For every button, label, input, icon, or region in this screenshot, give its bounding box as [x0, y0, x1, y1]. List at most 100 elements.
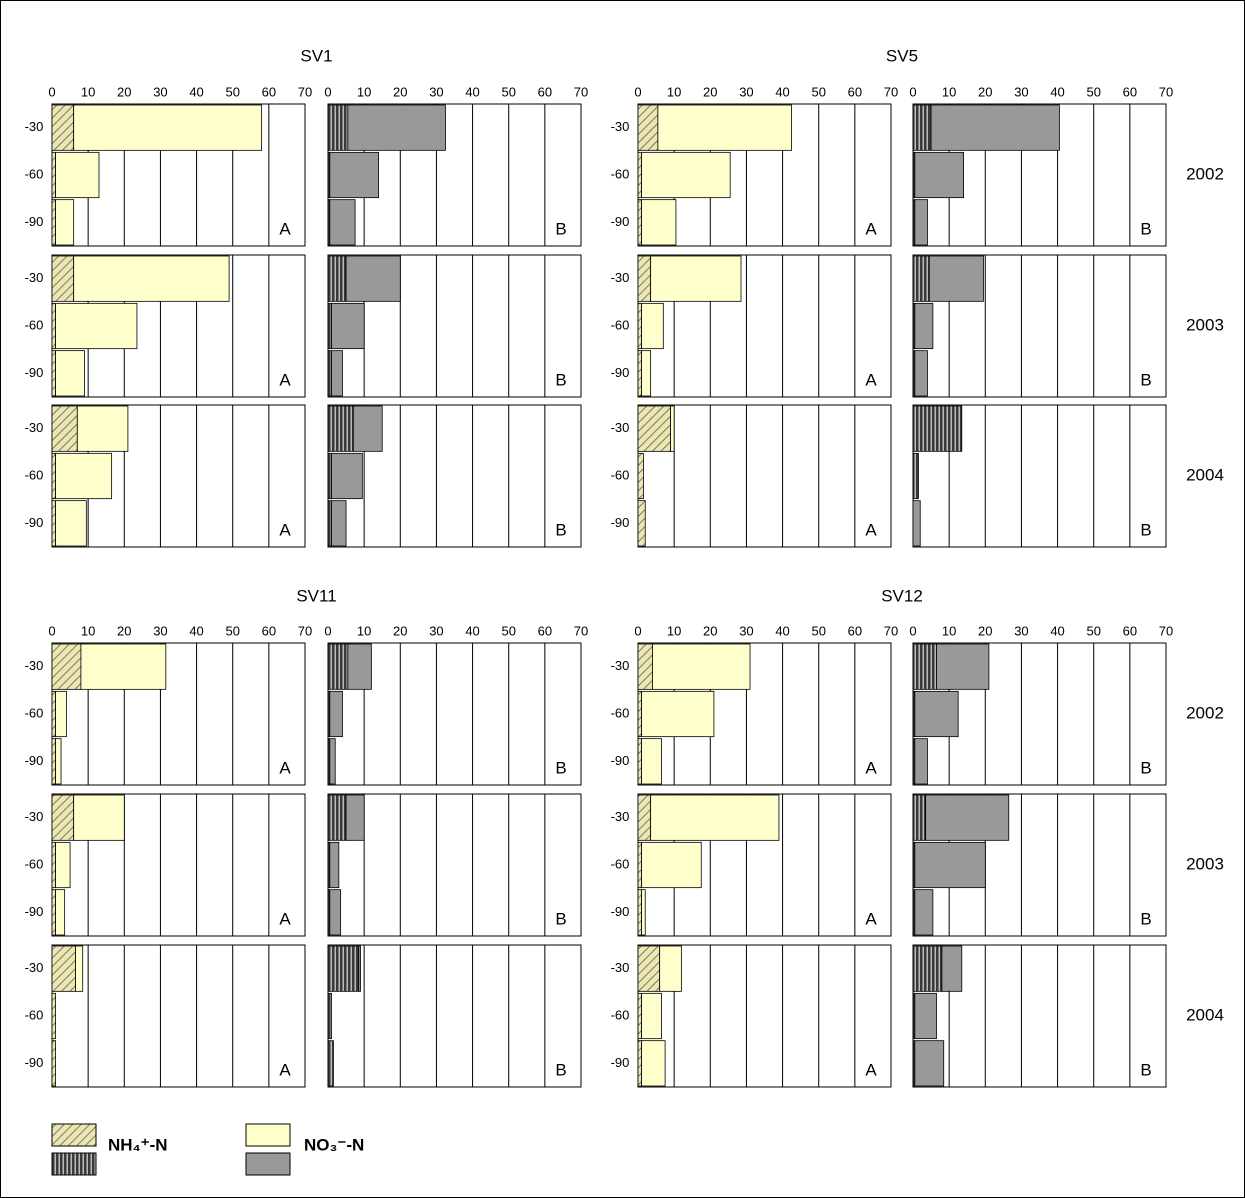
- y-tick-label: -90: [611, 904, 630, 919]
- x-tick-label: 50: [811, 623, 825, 638]
- x-tick-label: 40: [775, 623, 789, 638]
- x-tick-label: 70: [1159, 84, 1173, 99]
- x-tick-label: 20: [978, 623, 992, 638]
- bar: [670, 405, 675, 452]
- panel-label: B: [1140, 1060, 1151, 1079]
- bar: [652, 643, 751, 690]
- bar: [51, 405, 78, 452]
- bar: [51, 643, 82, 690]
- bar: [914, 151, 964, 199]
- y-tick-label: -30: [25, 270, 44, 285]
- y-tick-label: -60: [611, 856, 630, 871]
- bar: [637, 405, 671, 452]
- panel-label: B: [555, 758, 566, 777]
- x-tick-label: 40: [1050, 623, 1064, 638]
- y-tick-label: -90: [25, 1055, 44, 1070]
- x-tick-label: 70: [574, 84, 588, 99]
- bar: [641, 841, 702, 889]
- bar: [637, 302, 643, 350]
- bar: [329, 690, 343, 738]
- bar: [345, 794, 365, 841]
- bar: [51, 738, 57, 785]
- year-label: 2002: [1186, 164, 1224, 183]
- bar: [912, 452, 919, 500]
- y-tick-label: -30: [611, 119, 630, 134]
- x-tick-label: 60: [848, 623, 862, 638]
- bar: [331, 500, 347, 547]
- bar: [912, 945, 943, 992]
- y-tick-label: -30: [25, 809, 44, 824]
- bar: [914, 738, 928, 785]
- bar: [914, 199, 928, 246]
- bar: [912, 794, 927, 841]
- bar: [51, 199, 57, 246]
- x-tick-label: 30: [429, 84, 443, 99]
- bar: [637, 690, 643, 738]
- x-tick-label: 0: [324, 623, 331, 638]
- y-tick-label: -60: [611, 317, 630, 332]
- bar: [51, 1040, 57, 1087]
- bar: [637, 452, 644, 500]
- bar: [55, 500, 87, 547]
- x-tick-label: 0: [909, 84, 916, 99]
- y-tick-label: -90: [611, 753, 630, 768]
- x-tick-label: 70: [574, 623, 588, 638]
- y-tick-label: -90: [611, 1055, 630, 1070]
- y-tick-label: -90: [611, 365, 630, 380]
- x-tick-label: 30: [153, 84, 167, 99]
- x-tick-label: 50: [1086, 84, 1100, 99]
- x-tick-label: 60: [262, 84, 276, 99]
- y-tick-label: -30: [25, 420, 44, 435]
- bar: [327, 945, 360, 992]
- x-tick-label: 70: [884, 623, 898, 638]
- bar: [51, 255, 75, 302]
- x-tick-label: 40: [189, 623, 203, 638]
- x-tick-label: 20: [703, 84, 717, 99]
- bar: [641, 992, 662, 1040]
- panel-label: B: [555, 909, 566, 928]
- y-tick-label: -90: [25, 753, 44, 768]
- bar: [637, 255, 652, 302]
- x-tick-label: 20: [393, 623, 407, 638]
- bar: [51, 302, 57, 350]
- x-tick-label: 60: [1123, 84, 1137, 99]
- panel-label: B: [1140, 370, 1151, 389]
- y-tick-label: -60: [25, 856, 44, 871]
- x-tick-label: 10: [667, 623, 681, 638]
- x-tick-label: 10: [81, 623, 95, 638]
- x-tick-label: 70: [1159, 623, 1173, 638]
- legend-swatch: [51, 1152, 97, 1176]
- x-tick-label: 50: [225, 84, 239, 99]
- y-tick-label: -60: [25, 705, 44, 720]
- site-title: SV1: [300, 46, 332, 65]
- y-tick-label: -90: [611, 214, 630, 229]
- y-tick-label: -30: [611, 809, 630, 824]
- bar: [914, 690, 959, 738]
- bar: [637, 794, 652, 841]
- site-title: SV12: [881, 586, 923, 605]
- bar: [637, 643, 653, 690]
- bar: [650, 255, 742, 302]
- bar: [327, 992, 333, 1040]
- bar: [650, 794, 780, 841]
- panel: [327, 944, 582, 1088]
- bar: [51, 794, 75, 841]
- bar: [928, 255, 984, 302]
- bar: [912, 104, 932, 151]
- bar: [55, 350, 85, 397]
- bar: [327, 302, 333, 350]
- bar: [347, 104, 446, 151]
- bar: [331, 302, 365, 350]
- x-tick-label: 40: [1050, 84, 1064, 99]
- x-tick-label: 0: [48, 623, 55, 638]
- y-tick-label: -60: [611, 1007, 630, 1022]
- panel-label: A: [865, 370, 877, 389]
- bar: [327, 104, 349, 151]
- x-tick-label: 0: [324, 84, 331, 99]
- year-label: 2004: [1186, 465, 1224, 484]
- x-tick-label: 40: [465, 84, 479, 99]
- bar: [327, 500, 333, 547]
- y-tick-label: -90: [25, 515, 44, 530]
- bar: [329, 199, 356, 246]
- bar: [327, 1040, 334, 1087]
